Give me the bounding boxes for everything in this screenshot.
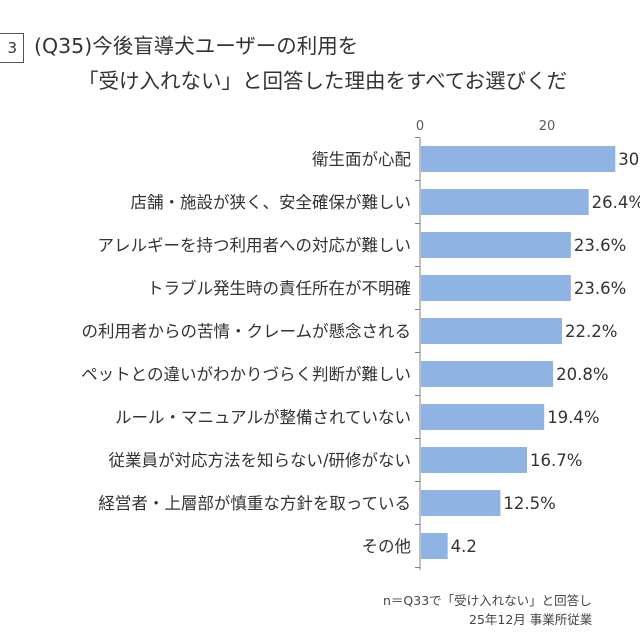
- bar: [421, 404, 545, 430]
- data-label: 4.2: [451, 537, 477, 556]
- category-label: その他: [362, 537, 412, 556]
- x-tick-label: 0: [416, 119, 424, 134]
- bar: [421, 232, 571, 258]
- category-label: 衛生面が心配: [312, 150, 411, 169]
- data-label: 30: [618, 150, 639, 169]
- footnote-sample-size: n＝Q33で「受け入れない」と回答し: [383, 593, 592, 608]
- category-label: トラブル発生時の責任所在が不明確: [147, 278, 411, 298]
- bar: [421, 189, 589, 215]
- footnote-survey-date: 25年12月 事業所従業: [469, 612, 593, 627]
- bar: [421, 490, 501, 516]
- chart-title-line-2: 「受け入れない」と回答した理由をすべてお選びくだ: [78, 69, 568, 93]
- figure-number-badge: 3: [0, 33, 24, 63]
- chart-title-line-1: (Q35)今後盲導犬ユーザーの利用を: [34, 34, 359, 58]
- category-label: 店舗・施設が狭く、安全確保が難しい: [131, 193, 412, 212]
- bar: [421, 533, 448, 559]
- x-tick-label: 20: [539, 119, 556, 134]
- bar: [421, 275, 571, 301]
- data-label: 16.7%: [530, 451, 582, 470]
- category-label: アレルギーを持つ利用者への対応が難しい: [98, 236, 412, 255]
- data-label: 23.6%: [574, 279, 626, 298]
- data-label: 12.5%: [503, 494, 555, 513]
- data-label: 19.4%: [547, 408, 599, 427]
- data-label: 20.8%: [556, 365, 608, 384]
- category-label: 経営者・上層部が慎重な方針を取っている: [98, 494, 411, 513]
- bar: [421, 146, 616, 172]
- data-label: 26.4%: [592, 193, 640, 212]
- data-label: 23.6%: [574, 236, 626, 255]
- bar: [421, 318, 562, 344]
- category-label: の利用者からの苦情・クレームが懸念される: [81, 321, 411, 341]
- bar: [421, 361, 554, 387]
- category-label: 従業員が対応方法を知らない/研修がない: [108, 451, 411, 470]
- data-label: 22.2%: [565, 322, 617, 341]
- category-label: ペットとの違いがわかりづらく判断が難しい: [81, 365, 411, 384]
- bar: [421, 447, 528, 473]
- category-label: ルール・マニュアルが整備されていない: [115, 408, 411, 427]
